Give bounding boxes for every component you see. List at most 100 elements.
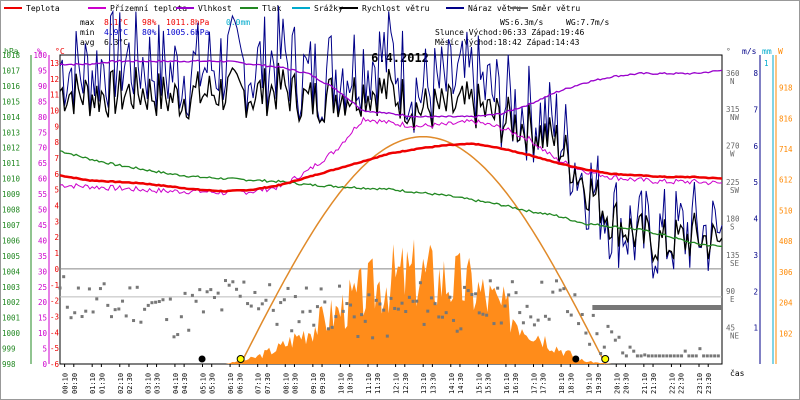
tick-label-time: 14:30 xyxy=(457,373,465,394)
radiation-area xyxy=(60,239,722,364)
wind-direction-point xyxy=(610,330,614,334)
wind-direction-point xyxy=(404,309,408,313)
wind-direction-point xyxy=(271,308,275,312)
wind-direction-point xyxy=(58,286,62,290)
tick-label-hpa: 1005 xyxy=(2,252,20,261)
tick-label-time: 21:10 xyxy=(641,373,649,394)
wind-direction-point xyxy=(551,290,555,294)
tick-label-time: 20:10 xyxy=(613,373,621,394)
wind-direction-point xyxy=(95,297,99,301)
stats-ws: WS:6.3m/s xyxy=(500,18,544,27)
tick-label-compass: SE xyxy=(730,259,740,268)
tick-label-degc: -6 xyxy=(50,360,60,369)
tick-label-pct: 90 xyxy=(38,82,48,91)
wind-direction-point xyxy=(694,354,698,358)
stats-temp: 6.3°C xyxy=(104,38,128,47)
tick-label-compass: N xyxy=(730,77,735,86)
wind-direction-point xyxy=(367,293,371,297)
wind-direction-point xyxy=(669,354,673,358)
moonrise-marker xyxy=(572,355,580,363)
axis-title-pct: % xyxy=(37,47,42,56)
tick-label-pct: 35 xyxy=(38,252,47,261)
wind-direction-point xyxy=(599,352,603,356)
wind-direction-point xyxy=(183,291,187,295)
wind-direction-point xyxy=(341,309,345,313)
wind-direction-point xyxy=(595,332,599,336)
wind-direction-point xyxy=(253,290,257,294)
tick-label-direction: 45 xyxy=(726,324,735,333)
tick-label-ms: 8 xyxy=(753,69,758,78)
wind-direction-point xyxy=(257,307,261,311)
wind-direction-point xyxy=(665,354,669,358)
axis-title-degc: °C xyxy=(55,47,65,56)
tick-label-degc: -4 xyxy=(50,328,60,337)
tick-label-degc: 13 xyxy=(50,59,59,68)
axis-title-direction: ° xyxy=(726,47,731,56)
series-humidity xyxy=(59,59,723,119)
wind-direction-point xyxy=(429,296,433,300)
wind-direction-point xyxy=(525,304,529,308)
wind-direction-point xyxy=(411,299,415,303)
legend-label: Tlak xyxy=(262,4,281,13)
tick-label-time: 19:10 xyxy=(586,373,594,394)
tick-label-pct: 10 xyxy=(38,329,48,338)
wind-direction-point xyxy=(109,315,113,319)
tick-label-time: 09:30 xyxy=(319,373,327,394)
wind-direction-point xyxy=(566,310,570,314)
wind-direction-point xyxy=(69,316,73,320)
tick-label-hpa: 1013 xyxy=(2,128,20,137)
wind-direction-point xyxy=(209,288,213,292)
tick-label-hpa: 1016 xyxy=(2,82,21,91)
wind-direction-point xyxy=(360,313,364,317)
tick-label-time: 05:10 xyxy=(200,373,208,394)
wind-direction-point xyxy=(507,293,511,297)
legend-item: Směr větru xyxy=(510,4,580,13)
wind-direction-point xyxy=(407,295,411,299)
tick-label-ms: 2 xyxy=(753,287,758,296)
wind-direction-point xyxy=(113,308,117,312)
wind-direction-point xyxy=(371,336,375,340)
wind-direction-point xyxy=(161,298,165,302)
wind-direction-point xyxy=(315,305,319,309)
tick-label-pct: 45 xyxy=(38,221,47,230)
tick-label-time: 10:10 xyxy=(337,373,345,394)
wind-direction-point xyxy=(352,315,356,319)
axis-pct: %100959085807570656055504540353025201510… xyxy=(33,47,50,369)
wind-direction-point xyxy=(176,333,180,337)
wind-direction-point xyxy=(613,338,617,342)
tick-label-pct: 55 xyxy=(38,190,47,199)
wind-direction-point xyxy=(201,310,205,314)
legend-item: Rychlost větru xyxy=(340,4,430,13)
legend-label: Přízemní teplota xyxy=(110,4,187,13)
wind-direction-point xyxy=(488,279,492,283)
tick-label-pct: 50 xyxy=(38,206,48,215)
wind-direction-point xyxy=(224,279,227,283)
legend-label: Náraz větru xyxy=(468,4,521,13)
wind-direction-point xyxy=(709,354,713,358)
tick-label-hpa: 1006 xyxy=(2,236,21,245)
wind-direction-point xyxy=(179,315,183,319)
tick-label-hpa: 1008 xyxy=(2,206,21,215)
axis-title-time: čas xyxy=(730,368,745,378)
wind-direction-point xyxy=(396,307,400,311)
tick-label-w: 918 xyxy=(779,84,793,93)
tick-label-w: 510 xyxy=(779,206,793,215)
wind-direction-point xyxy=(106,303,110,307)
wind-direction-point xyxy=(485,313,489,317)
wind-direction-point xyxy=(580,313,584,317)
wind-direction-point xyxy=(87,287,91,291)
tick-label-degc: 11 xyxy=(50,91,59,100)
tick-label-ms: 5 xyxy=(753,178,758,187)
tick-label-ms: 4 xyxy=(753,215,758,224)
tick-label-time: 07:10 xyxy=(255,373,263,394)
wind-direction-point xyxy=(227,283,231,287)
wind-direction-point xyxy=(691,354,695,358)
tick-label-time: 13:30 xyxy=(429,373,437,394)
wind-direction-point xyxy=(80,315,84,319)
tick-label-degc: 9 xyxy=(54,122,59,131)
tick-label-w: 204 xyxy=(779,299,793,308)
stats-moon: Měsíc Východ:18:42 Západ:14:43 xyxy=(435,38,580,47)
tick-label-hpa: 1007 xyxy=(2,221,20,230)
tick-label-w: 102 xyxy=(779,329,793,338)
